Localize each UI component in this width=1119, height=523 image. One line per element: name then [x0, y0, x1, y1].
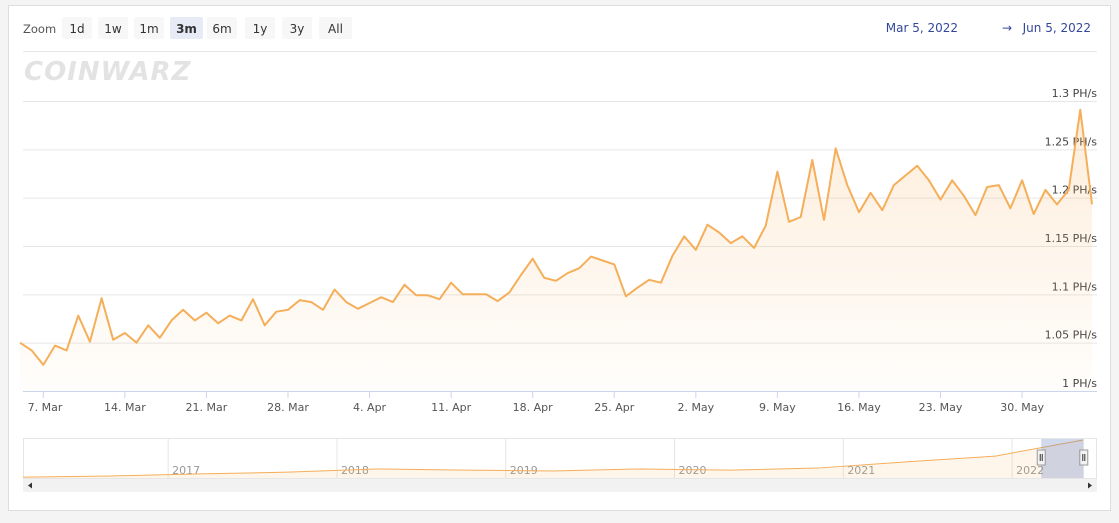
zoom-button[interactable] — [245, 17, 275, 39]
x-tick-label: 7. Mar — [28, 401, 63, 414]
x-tick-label: 9. May — [759, 401, 796, 414]
x-tick-label: 21. Mar — [186, 401, 228, 414]
area — [20, 109, 1092, 391]
zoom-button[interactable] — [170, 17, 203, 39]
navigator-tick-label: 2020 — [679, 464, 707, 477]
x-tick-label: 2. May — [677, 401, 714, 414]
navigator-tick-label: 2022 — [1016, 464, 1044, 477]
x-tick-label: 4. Apr — [353, 401, 386, 414]
range-separator: → — [1002, 21, 1012, 35]
line — [19, 108, 1093, 366]
x-tick-label: 23. May — [919, 401, 963, 414]
x-tick-label: 14. Mar — [104, 401, 146, 414]
zoom-button[interactable] — [134, 17, 164, 39]
range-to[interactable]: Jun 5, 2022 — [1022, 21, 1091, 35]
zoom-button[interactable] — [98, 17, 128, 39]
zoom-button[interactable] — [207, 17, 237, 39]
navigator-selection[interactable] — [1041, 439, 1084, 478]
x-tick-label: 16. May — [837, 401, 881, 414]
watermark: COINWARZ — [24, 57, 192, 87]
zoom-button-label[interactable]: 3m — [176, 22, 197, 36]
x-tick-label: 28. Mar — [267, 401, 309, 414]
zoom-label: Zoom — [23, 22, 56, 36]
navigator-box — [23, 438, 1097, 479]
x-tick-label: 18. Apr — [513, 401, 553, 414]
zoom-button-label[interactable]: 3y — [290, 22, 305, 36]
scrollbar-track[interactable] — [23, 479, 1097, 492]
navigator-line — [22, 439, 1084, 478]
zoom-buttons: 1d 1w 1m 3m 6m 1y 3y All — [62, 17, 352, 39]
zoom-button-label[interactable]: 1w — [104, 22, 122, 36]
navigator-handle[interactable] — [1036, 449, 1046, 466]
y-tick-label: 1.25 PH/s — [1045, 135, 1098, 148]
x-tick-label: 11. Apr — [431, 401, 471, 414]
zoom-button[interactable] — [282, 17, 312, 39]
x-tick-label: 25. Apr — [594, 401, 634, 414]
scroll-left-arrow[interactable] — [28, 482, 32, 489]
navigator-tick-label: 2018 — [341, 464, 369, 477]
navigator-tick-label: 2021 — [847, 464, 875, 477]
zoom-button-label[interactable]: 1d — [69, 22, 84, 36]
zoom-button[interactable] — [319, 17, 352, 39]
range-from[interactable]: Mar 5, 2022 — [886, 21, 958, 35]
zoom-button-label[interactable]: 1m — [139, 22, 158, 36]
x-tick-label: 30. May — [1000, 401, 1044, 414]
zoom-button-label[interactable]: 1y — [253, 22, 268, 36]
zoom-button[interactable] — [62, 17, 92, 39]
zoom-button-label[interactable]: All — [328, 22, 343, 36]
scroll-right-arrow[interactable] — [1088, 482, 1092, 489]
y-tick-label: 1.3 PH/s — [1052, 87, 1098, 100]
navigator: 2017 2018 2019 2020 2021 2022 — [22, 438, 1097, 492]
plot-area: 1 PH/s1.05 PH/s1.1 PH/s1.15 PH/s1.2 PH/s… — [19, 87, 1098, 414]
navigator-handle-grip[interactable] — [1082, 454, 1086, 461]
zoom-button-label[interactable]: 6m — [212, 22, 231, 36]
navigator-handle-grip[interactable] — [1039, 454, 1043, 461]
navigator-handle[interactable] — [1079, 449, 1089, 466]
